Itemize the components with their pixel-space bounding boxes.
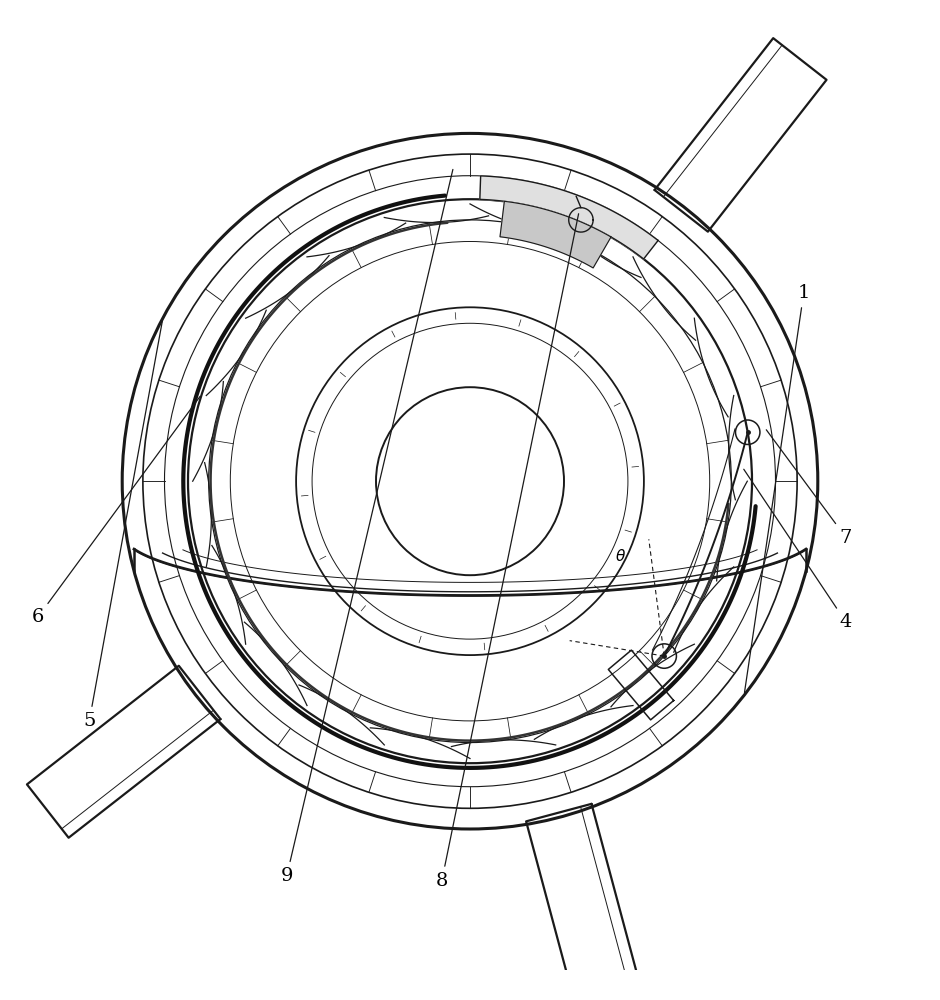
Text: 5: 5	[83, 321, 163, 730]
Text: 4: 4	[744, 469, 853, 631]
Polygon shape	[500, 201, 611, 268]
Text: 6: 6	[31, 396, 200, 626]
Text: 1: 1	[744, 284, 810, 693]
Text: 7: 7	[766, 430, 853, 547]
Polygon shape	[479, 176, 658, 259]
Text: $\theta$: $\theta$	[615, 548, 626, 564]
Text: 9: 9	[280, 169, 453, 885]
Text: 8: 8	[435, 214, 579, 890]
